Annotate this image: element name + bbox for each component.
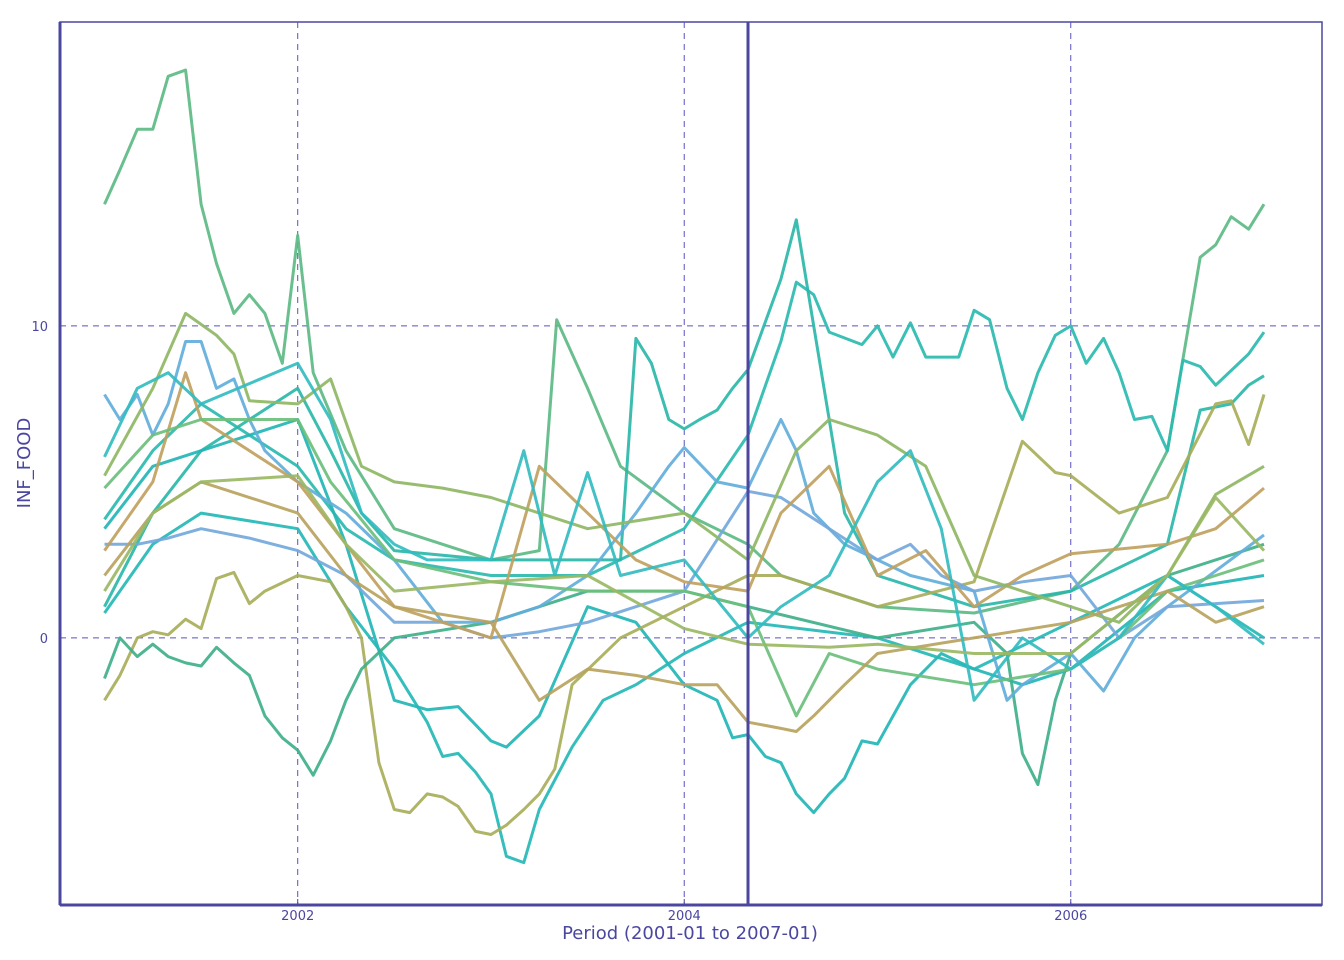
- series-line-s11: [103, 311, 1265, 624]
- x-tick-label: 2006: [1054, 909, 1087, 924]
- series-line-s10: [103, 371, 1265, 640]
- y-tick-label: 0: [40, 632, 48, 647]
- series-lines: [103, 68, 1266, 865]
- gridlines: [60, 22, 1322, 905]
- tick-labels: 2002 2004 2006 0 10: [31, 320, 1087, 924]
- series-line-s6: [103, 394, 1266, 836]
- series-line-s7: [103, 542, 1265, 787]
- series-line-s3: [103, 218, 1265, 609]
- series-line-s9: [104, 489, 1265, 640]
- series-line-s8: [103, 340, 1265, 702]
- series-line-s13: [103, 480, 1265, 733]
- plot-frame: [59, 21, 1323, 906]
- x-axis-label: Period (2001-01 to 2007-01): [562, 923, 818, 944]
- y-tick-label: 10: [31, 320, 48, 335]
- y-axis-label: INF_FOOD: [14, 418, 35, 509]
- series-line-s15: [103, 474, 1266, 655]
- x-tick-label: 2004: [668, 909, 701, 924]
- x-tick-label: 2002: [281, 909, 314, 924]
- series-line-s4: [103, 418, 1265, 815]
